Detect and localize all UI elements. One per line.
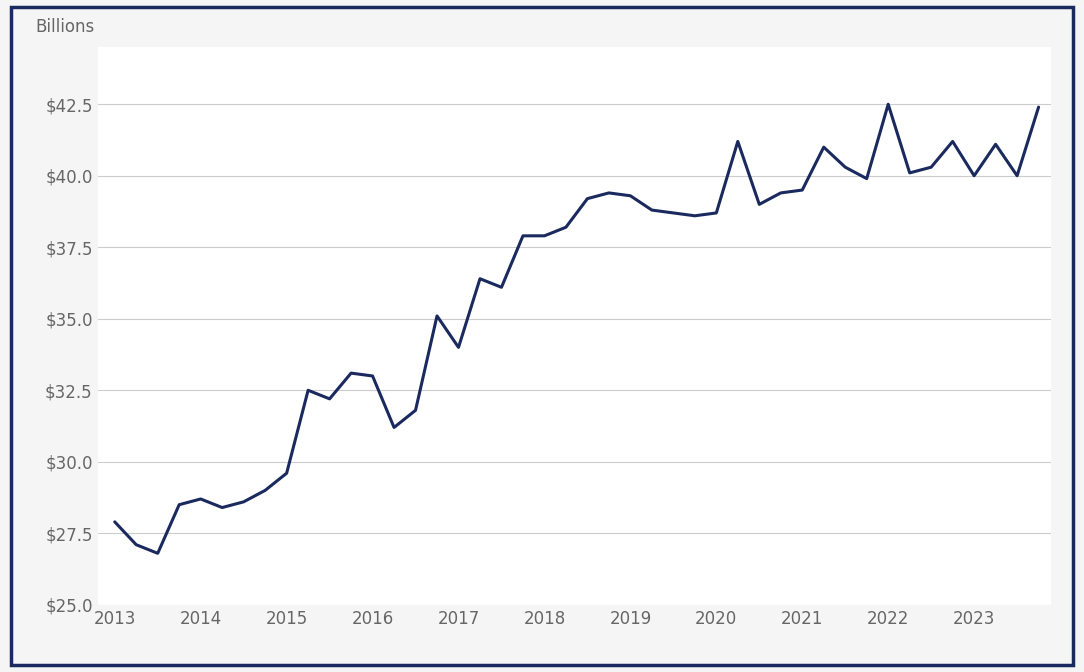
Text: Billions: Billions [36, 18, 94, 36]
